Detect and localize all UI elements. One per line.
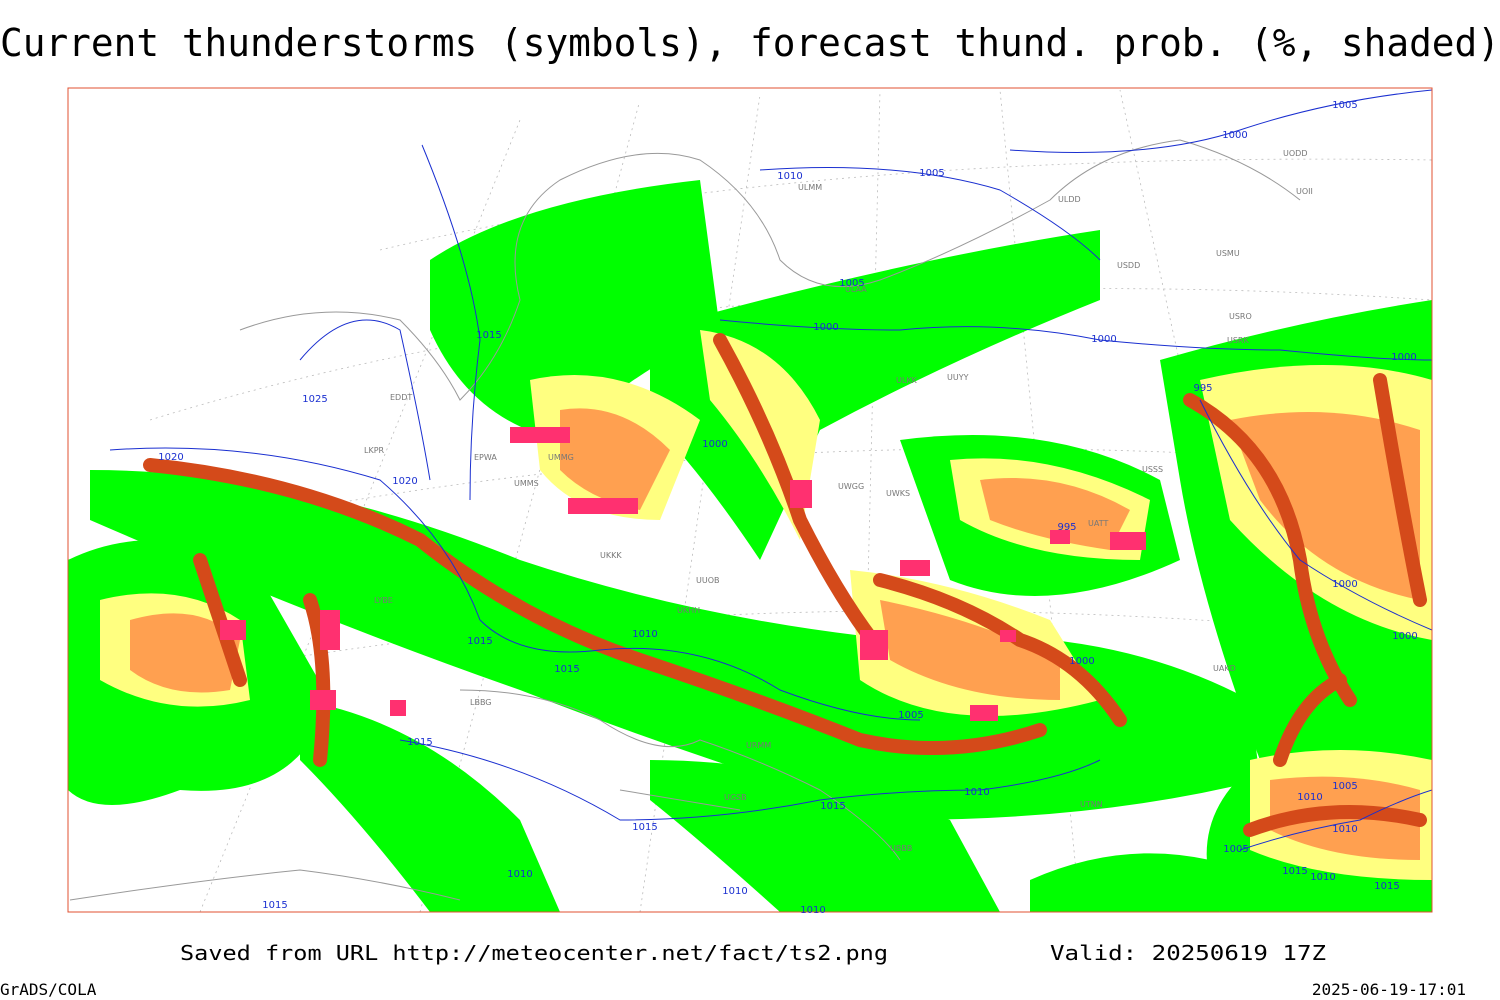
station-label: UMMG — [548, 453, 574, 462]
isobar-label: 1015 — [632, 822, 657, 833]
isobar-label: 1015 — [262, 900, 287, 911]
station-label: UBBB — [890, 844, 912, 853]
isobar-label: 1010 — [800, 905, 825, 916]
coastlines — [69, 139, 1301, 901]
isobar-label: 1000 — [1391, 352, 1416, 363]
station-label: UKHH — [677, 606, 700, 615]
software: GrADS/COLA — [0, 980, 97, 999]
isobar-label: 1000 — [702, 439, 727, 450]
isobar-label: 1000 — [1069, 656, 1094, 667]
isobar-label: 1025 — [302, 394, 327, 405]
isobar-label: 1010 — [722, 886, 747, 897]
isobar-label: 1015 — [554, 664, 579, 675]
station-label: UATT — [1088, 519, 1108, 528]
station-label: UAKD — [1213, 664, 1236, 673]
isobar-label: 1010 — [964, 787, 989, 798]
station-label: USDD — [1117, 261, 1140, 270]
isobar-label: 1005 — [1223, 844, 1248, 855]
isobar-label: 1015 — [476, 330, 501, 341]
thunderstorm-symbols — [220, 427, 1146, 721]
isobars — [109, 89, 1432, 851]
isobar-label: 995 — [1057, 522, 1076, 533]
station-label: ULKK — [896, 376, 918, 385]
station-label: UWGG — [838, 482, 864, 491]
station-label: UUYY — [947, 373, 969, 382]
station-label: URMM — [746, 741, 771, 750]
station-label: UGSB — [724, 793, 747, 802]
isobar-label: 995 — [1193, 383, 1212, 394]
isobar-label: 1015 — [820, 801, 845, 812]
isobar-label: 1005 — [1332, 781, 1357, 792]
station-label: UTNN — [1080, 800, 1103, 809]
isobar-label: 1000 — [813, 322, 838, 333]
probability-green — [68, 180, 1432, 912]
station-label: USSS — [1142, 465, 1163, 474]
station-label: USRO — [1229, 312, 1252, 321]
station-label: EDDT — [390, 393, 412, 402]
station-label: LYBE — [374, 596, 393, 605]
isobar-label: 1015 — [407, 737, 432, 748]
isobar-label: 1010 — [1297, 792, 1322, 803]
station-label: USMU — [1216, 249, 1240, 258]
isobar-label: 1005 — [1332, 100, 1357, 111]
station-label: UUOB — [696, 576, 720, 585]
isobar-label: 1010 — [1310, 872, 1335, 883]
isobar-labels: 1005 1000 1010 1005 1005 1000 1000 1000 … — [158, 100, 1417, 916]
isobar-label: 1010 — [1332, 824, 1357, 835]
map — [67, 87, 1433, 913]
station-label: USRK — [1227, 336, 1249, 345]
isobar-label: 1020 — [392, 476, 417, 487]
isobar-label: 1000 — [1222, 130, 1247, 141]
station-label: UKKK — [600, 551, 622, 560]
station-label: UOII — [1296, 187, 1313, 196]
station-label: LKPR — [364, 446, 385, 455]
station-label: EPWA — [474, 453, 497, 462]
station-label: ULDD — [1058, 195, 1081, 204]
isobar-label: 1015 — [467, 636, 492, 647]
station-labels: ULMM ULDD UOII UODD USMU USDD ULAA USRO … — [364, 149, 1313, 853]
station-label: UODD — [1283, 149, 1307, 158]
valid-time: Valid: 20250619 17Z — [1050, 941, 1326, 965]
isobar-label: 1015 — [1282, 866, 1307, 877]
station-label: ULMM — [798, 183, 822, 192]
isobar-label: 1000 — [1392, 631, 1417, 642]
station-label: ULAA — [845, 285, 867, 294]
source-url: Saved from URL http://meteocenter.net/fa… — [180, 941, 888, 965]
station-label: UWKS — [886, 489, 910, 498]
timestamp: 2025-06-19-17:01 — [1312, 980, 1466, 999]
title: Current thunderstorms (symbols), forecas… — [0, 21, 1500, 65]
isobar-label: 1020 — [158, 452, 183, 463]
station-label: UMMS — [514, 479, 539, 488]
isobar-label: 1010 — [507, 869, 532, 880]
probability-orange — [130, 408, 1420, 860]
isobar-label: 1000 — [1332, 579, 1357, 590]
isobar-label: 1010 — [632, 629, 657, 640]
isobar-label: 1005 — [839, 278, 864, 289]
isobar-label: 1000 — [1091, 334, 1116, 345]
isobar-label: 1005 — [898, 710, 923, 721]
isobar-label: 1005 — [919, 168, 944, 179]
isobar-label: 1010 — [777, 171, 802, 182]
isobar-label: 1015 — [1374, 881, 1399, 892]
station-label: LBBG — [470, 698, 492, 707]
map-frame — [67, 87, 1433, 913]
